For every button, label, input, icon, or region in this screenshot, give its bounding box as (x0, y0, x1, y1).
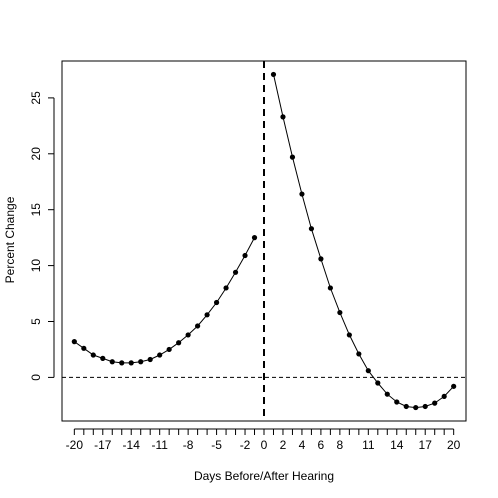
data-point (318, 256, 324, 262)
data-point (270, 71, 277, 78)
x-tick-label: 8 (337, 438, 344, 452)
data-point (299, 191, 305, 197)
data-point (176, 340, 182, 346)
data-point (432, 400, 438, 406)
data-point (441, 393, 447, 400)
y-axis-label: Percent Change (3, 196, 17, 283)
data-point (204, 312, 210, 318)
x-axis-label: Days Before/After Hearing (194, 469, 334, 483)
y-tick-label: 10 (29, 259, 43, 273)
data-point (166, 346, 172, 353)
data-point (232, 269, 239, 275)
x-tick-label: 4 (299, 438, 306, 452)
x-tick-label: -14 (123, 438, 141, 452)
data-point (195, 323, 201, 329)
data-point (375, 380, 381, 386)
data-point (223, 285, 229, 291)
x-tick-label: 2 (280, 438, 287, 452)
x-tick-label: -11 (151, 438, 168, 452)
data-point (90, 352, 96, 358)
y-tick-label: 15 (29, 203, 43, 217)
data-point (327, 285, 333, 291)
x-tick-label: 14 (390, 438, 404, 452)
x-tick-label: -17 (94, 438, 112, 452)
series-line-2 (273, 74, 455, 409)
data-point (81, 345, 87, 351)
data-point (403, 403, 409, 410)
data-point (422, 403, 428, 410)
data-point (251, 235, 258, 241)
data-point (280, 114, 286, 120)
data-point (157, 352, 163, 358)
data-point (100, 355, 106, 361)
data-point (384, 391, 390, 397)
data-point (147, 356, 153, 363)
data-point (337, 309, 343, 316)
data-point (365, 368, 371, 374)
reference-lines (62, 61, 466, 421)
y-tick-label: 20 (29, 147, 43, 161)
y-axis: 0 5 10 15 20 25 (29, 91, 55, 381)
data-point (242, 252, 248, 259)
data-point (109, 359, 115, 365)
data-point (394, 399, 400, 405)
data-point (451, 383, 457, 389)
data-point (138, 359, 144, 365)
x-tick-label: -2 (240, 438, 251, 452)
data-point (213, 299, 220, 306)
y-tick-label: 0 (29, 374, 43, 381)
data-point (356, 351, 362, 357)
data-point (119, 360, 125, 366)
x-tick-label: -8 (183, 438, 194, 452)
data-point (413, 404, 419, 411)
data-point (308, 226, 315, 232)
x-axis: -20 -17 -14 -11 -8 -5 -2 0 2 4 6 8 11 14 17 20 (66, 428, 461, 452)
data-point (289, 154, 296, 160)
series-points (71, 71, 457, 411)
data-point (71, 339, 77, 345)
y-tick-label: 5 (29, 318, 43, 325)
x-tick-label: -5 (211, 438, 222, 452)
series-line-1 (74, 237, 255, 364)
y-tick-label: 25 (29, 91, 43, 105)
data-point (128, 360, 134, 366)
x-tick-label: 0 (261, 438, 268, 452)
data-point (185, 332, 191, 338)
data-point (346, 332, 352, 338)
x-tick-label: 11 (362, 438, 375, 452)
x-tick-label: 20 (447, 438, 461, 452)
x-tick-label: -20 (66, 438, 84, 452)
x-tick-label: 6 (318, 438, 325, 452)
x-tick-label: 17 (419, 438, 433, 452)
